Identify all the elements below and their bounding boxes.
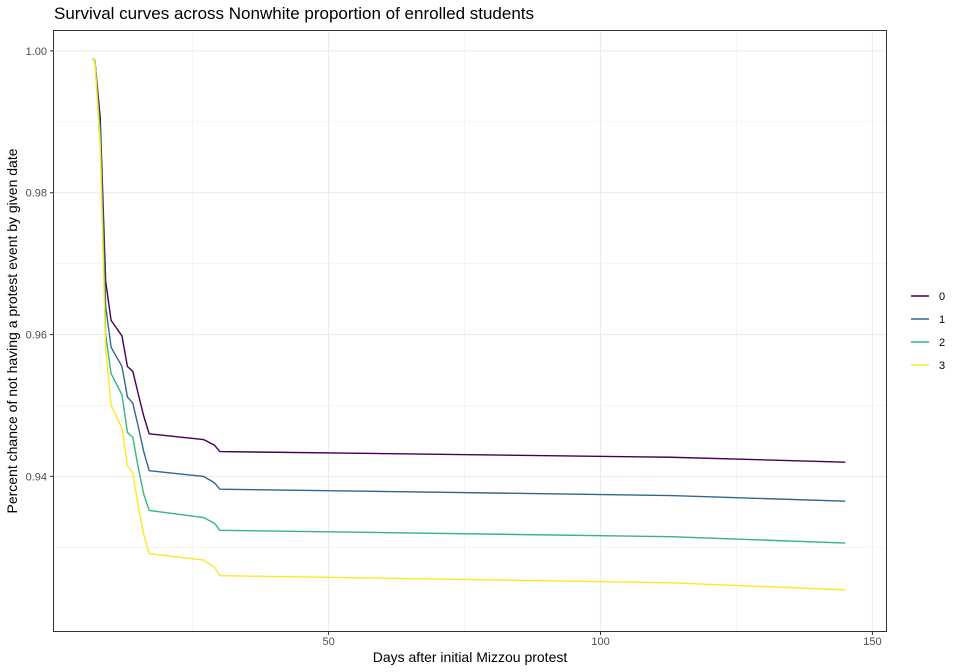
legend-item-0: 0 xyxy=(911,291,945,303)
series-line-2 xyxy=(92,58,846,544)
legend-label: 2 xyxy=(939,337,945,349)
legend-label: 0 xyxy=(939,291,945,303)
y-tick-label: 0.94 xyxy=(26,471,47,483)
chart-title: Survival curves across Nonwhite proporti… xyxy=(54,4,534,23)
y-tick-label: 1.00 xyxy=(26,46,47,58)
x-tick-label: 50 xyxy=(322,636,334,648)
legend-item-3: 3 xyxy=(911,360,945,372)
major-gridlines xyxy=(54,31,886,631)
series-line-3 xyxy=(92,58,846,591)
legend: 0 1 2 3 xyxy=(911,291,945,372)
x-axis-ticks: 50 100 150 xyxy=(322,631,882,648)
x-axis-title: Days after initial Mizzou protest xyxy=(373,649,568,665)
x-tick-label: 150 xyxy=(863,636,881,648)
series-lines xyxy=(92,58,846,591)
minor-gridlines xyxy=(54,31,886,631)
y-axis-title: Percent chance of not having a protest e… xyxy=(4,148,20,513)
legend-item-2: 2 xyxy=(911,337,945,349)
y-axis-ticks: 0.94 0.96 0.98 1.00 xyxy=(26,46,54,483)
legend-label: 3 xyxy=(939,360,945,372)
series-line-1 xyxy=(92,58,846,502)
x-tick-label: 100 xyxy=(591,636,609,648)
legend-label: 1 xyxy=(939,314,945,326)
y-tick-label: 0.96 xyxy=(26,330,47,342)
legend-item-1: 1 xyxy=(911,314,945,326)
series-line-0 xyxy=(92,58,846,463)
plot-panel-border xyxy=(53,30,887,632)
y-tick-label: 0.98 xyxy=(26,188,47,200)
